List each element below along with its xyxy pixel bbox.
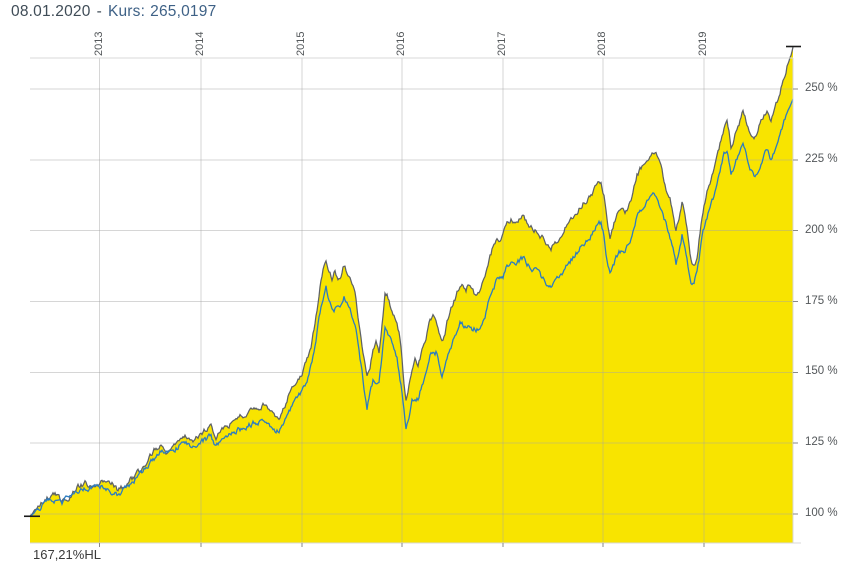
performance-area	[30, 47, 793, 543]
benchmark-line	[29, 98, 794, 518]
chart-header: 08.01.2020- Kurs: 265,0197	[11, 3, 216, 21]
y-tick-label: 250 %	[805, 82, 838, 94]
x-tick-label: 2016	[395, 31, 407, 56]
gridlines	[30, 58, 793, 543]
plot-frame	[30, 57, 801, 544]
x-tick-label: 2013	[92, 31, 105, 56]
x-tick-label: 2015	[295, 31, 307, 56]
y-tick-label: 225 %	[805, 152, 838, 165]
axis-ticks	[99, 88, 798, 547]
y-tick-label: 175 %	[805, 294, 838, 307]
y-tick-label: 150 %	[805, 365, 838, 378]
x-tick-label: 2018	[596, 31, 608, 56]
kurs-value: 265,0197	[150, 3, 217, 20]
y-tick-label: 200 %	[805, 223, 838, 236]
y-tick-label: 125 %	[805, 436, 838, 449]
y-tick-label: 100 %	[805, 507, 838, 519]
quote-date: 08.01.2020	[11, 3, 91, 20]
performance-outline	[29, 46, 794, 517]
x-tick-label: 2017	[496, 31, 508, 56]
x-tick-label: 2014	[194, 31, 206, 56]
change-highlow: 167,21%HL	[33, 547, 101, 562]
x-tick-label: 2019	[697, 31, 709, 56]
header-separator: -	[96, 3, 102, 20]
kurs-label: Kurs:	[107, 3, 146, 20]
